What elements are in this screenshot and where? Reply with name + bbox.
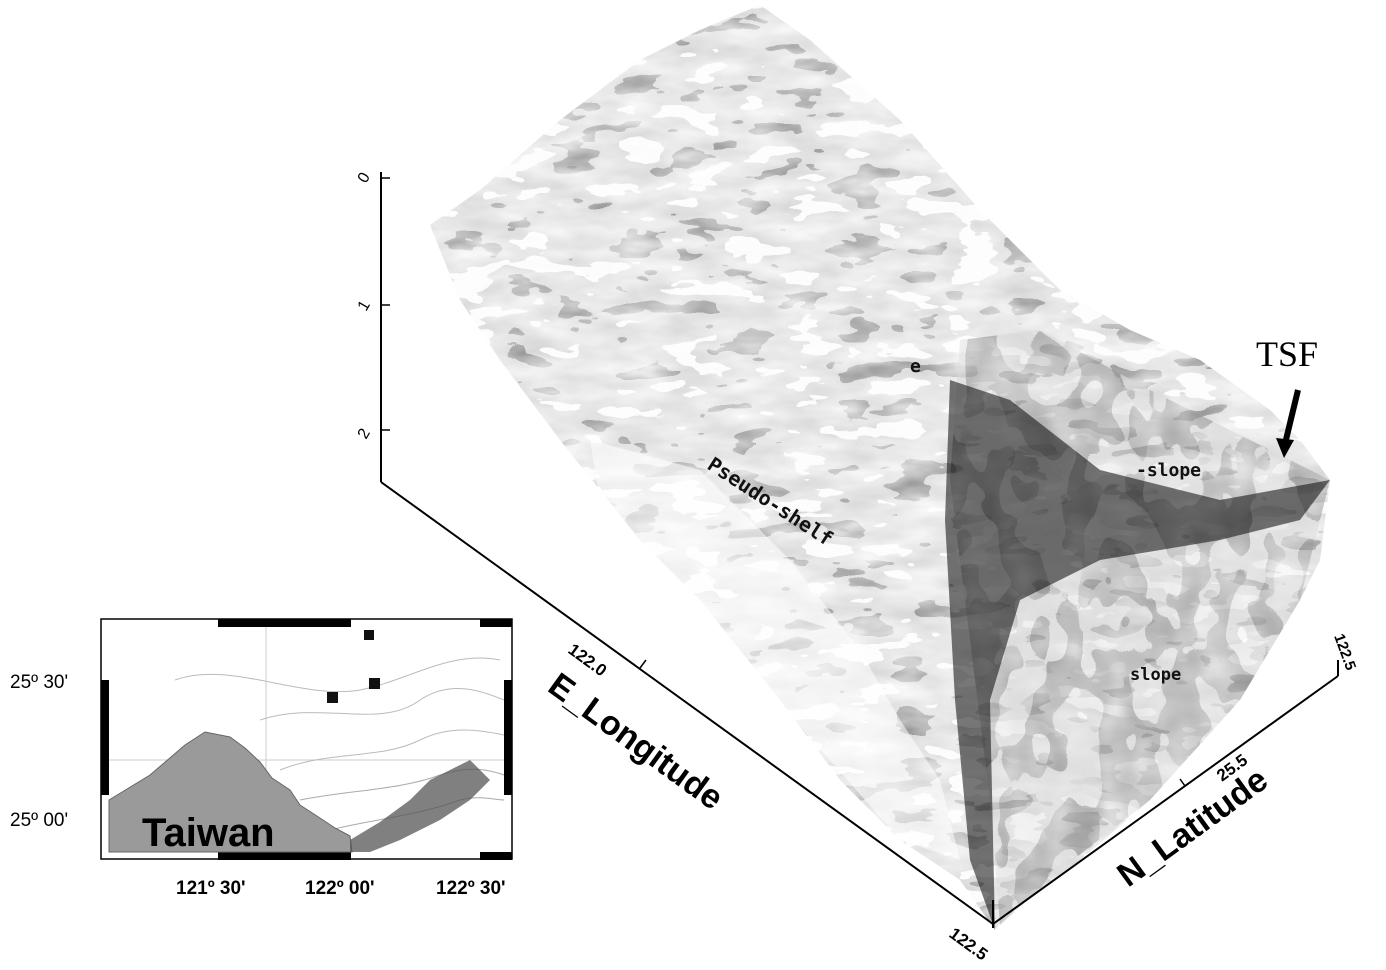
z-axis: 0 1 2 xyxy=(355,170,390,482)
station-marker-1 xyxy=(364,630,374,640)
inset-lat-label-25-00: 25º 00' xyxy=(10,810,68,831)
z-tick-2: 2 xyxy=(355,426,374,442)
station-marker-2 xyxy=(369,678,380,689)
z-tick-0: 0 xyxy=(355,170,374,186)
pseudo-shelf-light-band xyxy=(590,440,960,860)
lower-slope-label: slope xyxy=(1130,665,1181,685)
taiwan-label: Taiwan xyxy=(142,811,275,855)
inset-lon-label-121-30: 121º 30' xyxy=(176,878,246,899)
trench-shadow xyxy=(945,380,1330,930)
upper-slope-label: -slope xyxy=(1136,460,1201,481)
tsf-arrow xyxy=(1281,389,1301,449)
shelf-partial-label: e xyxy=(910,356,921,377)
z-tick-1: 1 xyxy=(355,298,374,314)
tsf-label: TSF xyxy=(1256,334,1318,374)
inset-lat-label-25-30: 25º 30' xyxy=(10,672,68,693)
inset-map: Taiwan 25º 30' 25º 00' 121º 30' 122º 00'… xyxy=(10,618,513,899)
inset-coastal-shading xyxy=(350,760,490,852)
base-frame xyxy=(380,481,1339,928)
x-axis-label: E_Longitude xyxy=(541,666,730,818)
y-tick-122-5: 122.5 xyxy=(1330,632,1359,673)
inset-lon-label-122-30: 122º 30' xyxy=(436,878,506,899)
station-marker-3 xyxy=(327,692,338,703)
x-tick-122-5: 122.5 xyxy=(946,924,992,964)
tsf-arrowhead xyxy=(1276,438,1294,458)
inset-lon-label-122-00: 122º 00' xyxy=(305,878,375,899)
